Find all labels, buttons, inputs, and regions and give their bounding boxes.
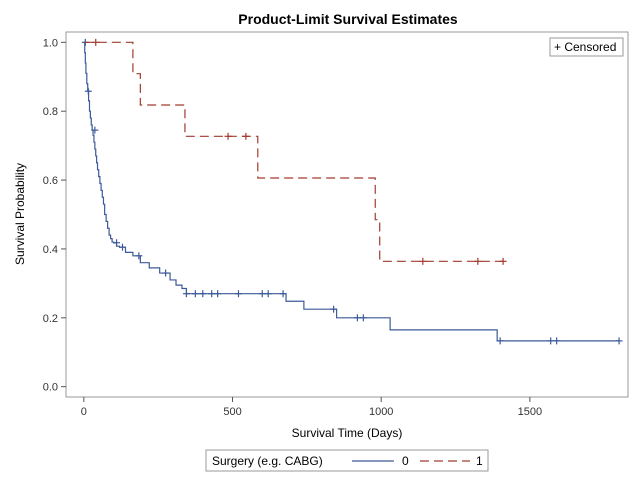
censored-mark-series-0 — [135, 252, 143, 260]
survival-curve-series-0 — [83, 41, 620, 342]
censored-mark-series-0 — [91, 126, 99, 134]
censored-mark-series-0 — [84, 87, 92, 95]
y-tick-label: 0.2 — [43, 313, 58, 325]
censored-mark-series-0 — [182, 290, 190, 298]
censored-mark-series-0 — [264, 290, 272, 298]
legend-label-series-0: 0 — [402, 454, 409, 468]
x-tick-label: 1500 — [518, 406, 542, 418]
censored-mark-series-0 — [496, 337, 504, 345]
censored-mark-series-0 — [547, 337, 555, 345]
censored-legend-label: + Censored — [554, 40, 616, 54]
y-tick-label: 0.8 — [43, 106, 58, 118]
censored-mark-series-1 — [242, 132, 250, 140]
y-axis-label: Survival Probability — [13, 163, 27, 265]
y-tick-label: 1.0 — [43, 37, 58, 49]
censored-mark-series-0 — [553, 337, 561, 345]
censored-mark-series-1 — [92, 38, 100, 46]
plot-frame — [65, 31, 629, 398]
censored-mark-series-0 — [113, 239, 121, 247]
censored-mark-series-0 — [214, 290, 222, 298]
x-tick-label: 0 — [81, 406, 87, 418]
series-legend-box — [205, 449, 489, 472]
censored-mark-series-0 — [359, 314, 367, 322]
censored-mark-series-0 — [208, 290, 216, 298]
legend-label-series-1: 1 — [476, 454, 483, 468]
y-tick-label: 0.0 — [43, 382, 58, 394]
censored-mark-series-0 — [330, 305, 338, 313]
series-legend: Surgery (e.g. CABG) 0 1 — [205, 449, 489, 472]
censored-mark-series-1 — [419, 257, 427, 265]
censored-mark-series-0 — [279, 290, 287, 298]
survival-curve-series-1 — [83, 41, 504, 262]
censored-legend: + Censored — [549, 37, 624, 57]
censored-mark-series-1 — [474, 257, 482, 265]
y-axis: 0.0 0.2 0.4 0.6 0.8 1.0 — [43, 37, 66, 394]
censored-mark-series-0 — [199, 290, 207, 298]
censored-mark-series-0 — [118, 243, 126, 251]
censored-mark-series-0 — [234, 290, 242, 298]
y-tick-label: 0.6 — [43, 175, 58, 187]
x-axis: 0 500 1000 1500 — [81, 397, 542, 418]
censored-mark-series-0 — [615, 337, 623, 345]
censored-legend-box — [549, 37, 624, 57]
chart-title: Product-Limit Survival Estimates — [238, 11, 458, 27]
censored-mark-series-0 — [353, 314, 361, 322]
series-layer — [81, 38, 623, 345]
censored-mark-series-0 — [191, 290, 199, 298]
censored-mark-series-1 — [224, 132, 232, 140]
y-tick-label: 0.4 — [43, 244, 58, 256]
censored-mark-series-0 — [258, 290, 266, 298]
x-tick-label: 500 — [223, 406, 241, 418]
censored-mark-series-0 — [162, 269, 170, 277]
x-tick-label: 1000 — [369, 406, 393, 418]
legend-title: Surgery (e.g. CABG) — [212, 454, 323, 468]
censored-mark-series-1 — [499, 257, 507, 265]
x-axis-label: Survival Time (Days) — [292, 426, 403, 440]
